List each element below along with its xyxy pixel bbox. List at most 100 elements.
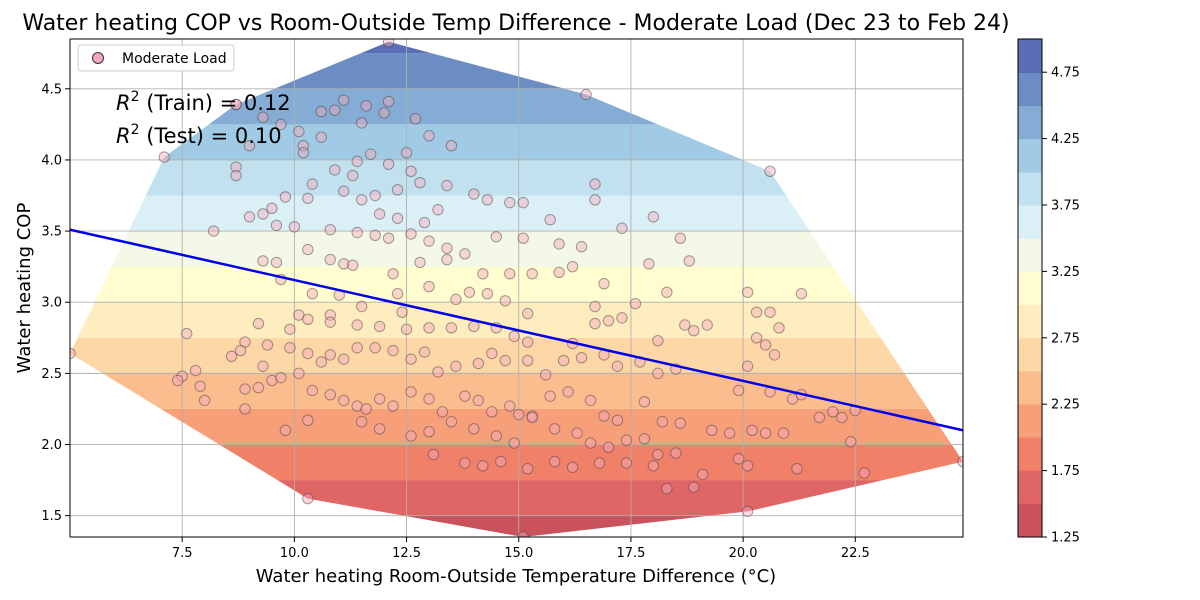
- scatter-point: [207, 225, 220, 237]
- scatter-point: [486, 406, 498, 418]
- colorbar-tick-label: 4.75: [1051, 66, 1080, 81]
- scatter-point: [661, 286, 673, 298]
- scatter-point: [351, 319, 363, 331]
- scatter-point: [589, 178, 601, 190]
- scatter-point: [638, 433, 651, 445]
- scatter-point: [315, 105, 327, 118]
- scatter-point: [463, 286, 476, 298]
- scatter-point: [293, 125, 305, 138]
- scatter-point: [759, 339, 772, 351]
- scatter-point: [706, 424, 718, 436]
- x-tick-label: 17.5: [616, 546, 645, 561]
- legend: Moderate Load: [77, 44, 235, 72]
- scatter-point: [351, 342, 363, 354]
- scatter-point: [459, 457, 471, 469]
- scatter-point: [598, 278, 610, 290]
- scatter-point: [243, 140, 256, 152]
- contour-band: [70, 373, 963, 409]
- scatter-point: [338, 353, 350, 365]
- scatter-point: [481, 194, 494, 206]
- scatter-point: [405, 430, 417, 442]
- scatter-point: [553, 266, 565, 279]
- chart-title: Water heating COP vs Room-Outside Temp D…: [22, 11, 1009, 36]
- scatter-point: [643, 258, 655, 270]
- scatter-point: [827, 406, 839, 418]
- scatter-point: [324, 316, 336, 328]
- scatter-point: [526, 268, 538, 280]
- scatter-point: [459, 248, 471, 260]
- scatter-point: [432, 204, 444, 216]
- scatter-point: [584, 394, 597, 407]
- scatter-point: [391, 184, 404, 196]
- x-axis-ticks: 7.5 10.0 12.5 15.0 17.5 20.0 22.5: [172, 537, 870, 561]
- scatter-point: [768, 349, 781, 361]
- scatter-point: [732, 453, 745, 465]
- scatter-point: [405, 228, 417, 240]
- scatter-point: [791, 463, 803, 475]
- scatter-point: [750, 306, 763, 318]
- y-tick-label: 4.0: [41, 153, 62, 168]
- scatter-point: [486, 347, 498, 360]
- scatter-point: [373, 393, 386, 405]
- scatter-point: [732, 384, 745, 397]
- scatter-point: [230, 169, 242, 182]
- scatter-point: [683, 255, 695, 267]
- scatter-point: [522, 336, 534, 348]
- scatter-point: [553, 238, 565, 250]
- scatter-point: [369, 189, 381, 202]
- scatter-point: [405, 353, 417, 365]
- scatter-point: [338, 185, 350, 197]
- scatter-point: [418, 216, 431, 229]
- scatter-point: [611, 414, 624, 427]
- scatter-point: [324, 389, 336, 401]
- scatter-point: [284, 323, 296, 335]
- scatter-point: [759, 427, 772, 439]
- scatter-point: [589, 194, 601, 206]
- scatter-point: [302, 492, 314, 505]
- scatter-point: [387, 344, 399, 357]
- scatter-point: [746, 424, 758, 436]
- y-tick-label: 3.5: [41, 225, 62, 240]
- scatter-point: [670, 447, 682, 459]
- scatter-point: [225, 350, 238, 362]
- scatter-point: [764, 165, 776, 178]
- x-tick-label: 20.0: [729, 546, 758, 561]
- colorbar-segment: [1018, 503, 1042, 538]
- scatter-point: [423, 235, 435, 247]
- scatter-point: [472, 394, 485, 407]
- scatter-point: [373, 208, 386, 220]
- scatter-point: [414, 256, 426, 269]
- scatter-point: [315, 356, 327, 368]
- scatter-point: [468, 320, 480, 333]
- scatter-point: [688, 481, 700, 493]
- colorbar-tick-label: 3.25: [1051, 265, 1080, 280]
- scatter-point: [701, 319, 713, 331]
- scatter-point: [266, 202, 278, 215]
- scatter-point: [252, 381, 265, 394]
- scatter-point: [279, 191, 292, 203]
- scatter-point: [302, 313, 314, 326]
- contour-band: [70, 195, 963, 232]
- scatter-point: [468, 188, 480, 200]
- scatter-point: [620, 434, 633, 446]
- scatter-point: [369, 229, 381, 242]
- scatter-point: [557, 354, 570, 367]
- scatter-point: [382, 39, 395, 48]
- scatter-point: [441, 253, 453, 266]
- scatter-point: [688, 324, 700, 337]
- scatter-point: [373, 423, 386, 435]
- scatter-point: [351, 155, 363, 168]
- scatter-point: [230, 98, 242, 111]
- x-tick-label: 7.5: [172, 546, 193, 561]
- colorbar: [1017, 38, 1043, 538]
- contour-band: [70, 266, 963, 303]
- scatter-point: [239, 403, 251, 415]
- scatter-point: [347, 259, 359, 271]
- scatter-point: [490, 231, 503, 243]
- scatter-point: [598, 410, 610, 422]
- scatter-point: [180, 327, 193, 340]
- scatter-point: [329, 104, 341, 116]
- scatter-point: [548, 455, 561, 468]
- scatter-point: [472, 357, 485, 370]
- scatter-point: [661, 482, 673, 495]
